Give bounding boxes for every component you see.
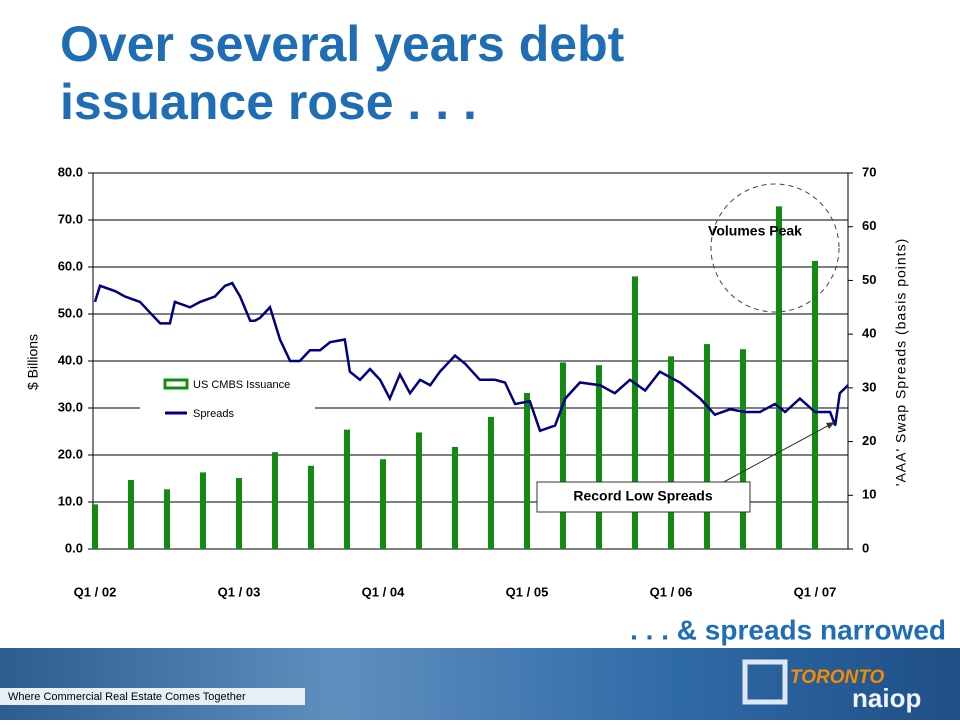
bar xyxy=(596,365,602,549)
x-tick-label: Q1 / 06 xyxy=(650,584,693,599)
y2-axis-label: 'AAA' Swap Spreads (basis points) xyxy=(893,238,909,486)
logo-toronto: TORONTO xyxy=(790,667,885,688)
bar xyxy=(308,465,314,549)
bar xyxy=(740,349,746,549)
x-tick-label: Q1 / 07 xyxy=(794,584,837,599)
annotation: Volumes Peak xyxy=(708,223,802,239)
bar xyxy=(812,260,818,549)
y-axis-label: $ Billions xyxy=(25,334,41,390)
footer-band xyxy=(0,648,960,720)
x-tick-label: Q1 / 05 xyxy=(506,584,549,599)
x-tick-label: Q1 / 04 xyxy=(362,584,405,599)
y2-tick-label: 10 xyxy=(862,487,876,502)
y2-tick-label: 40 xyxy=(862,326,876,341)
bar xyxy=(524,392,530,549)
footer-strip xyxy=(0,688,305,705)
bar xyxy=(164,489,170,549)
y2-tick-label: 20 xyxy=(862,433,876,448)
y-tick-label: 10.0 xyxy=(58,493,83,508)
subtitle: . . . & spreads narrowed xyxy=(630,614,946,645)
y-tick-label: 20.0 xyxy=(58,446,83,461)
bar xyxy=(236,478,242,549)
bar xyxy=(272,452,278,549)
plot: 0.0 10.0 20.0 30.0 40.0 50.0 60.0 70.0 80.0 0 10 20… xyxy=(58,164,877,599)
y-tick-label: 60.0 xyxy=(58,258,83,273)
bar xyxy=(776,206,782,549)
y-tick-label: 40.0 xyxy=(58,352,83,367)
annotation: Record Low Spreads xyxy=(573,488,712,504)
y-tick-label: 80.0 xyxy=(58,164,83,179)
logo-naiop: naiop xyxy=(852,683,921,713)
annotation-arrow xyxy=(719,422,834,485)
footer-text: Where Commercial Real Estate Comes Toget… xyxy=(8,691,246,703)
arrow-head xyxy=(826,422,835,429)
y-tick-label: 30.0 xyxy=(58,399,83,414)
slide-title: Over several years debt issuance rose . .… xyxy=(60,16,625,130)
bar xyxy=(380,459,386,549)
highlight-circle xyxy=(710,183,840,313)
bar xyxy=(200,472,206,549)
bar xyxy=(668,356,674,549)
x-tick-label: Q1 / 03 xyxy=(218,584,261,599)
y2-tick-label: 50 xyxy=(862,272,876,287)
y2-tick-label: 30 xyxy=(862,379,876,394)
legend-swatch xyxy=(163,378,189,390)
bar xyxy=(92,504,98,549)
bar xyxy=(488,416,494,549)
annotation-box xyxy=(536,481,751,513)
y2-tick-label: 70 xyxy=(862,164,876,179)
bar xyxy=(560,362,566,549)
y-tick-label: 0.0 xyxy=(65,540,83,555)
x-tick-label: Q1 / 02 xyxy=(74,584,117,599)
bar xyxy=(344,429,350,549)
y2-tick-label: 60 xyxy=(862,218,876,233)
y-tick-label: 70.0 xyxy=(58,211,83,226)
logo-mark xyxy=(742,659,788,705)
bar xyxy=(416,432,422,549)
legend-label: US CMBS Issuance xyxy=(193,379,290,391)
y-tick-label: 50.0 xyxy=(58,305,83,320)
bar xyxy=(632,276,638,549)
spread-line xyxy=(93,281,849,433)
legend-label: Spreads xyxy=(193,408,234,420)
bar xyxy=(128,479,134,549)
y2-tick-label: 0 xyxy=(862,540,869,555)
bar xyxy=(704,344,710,549)
bar xyxy=(452,447,458,549)
